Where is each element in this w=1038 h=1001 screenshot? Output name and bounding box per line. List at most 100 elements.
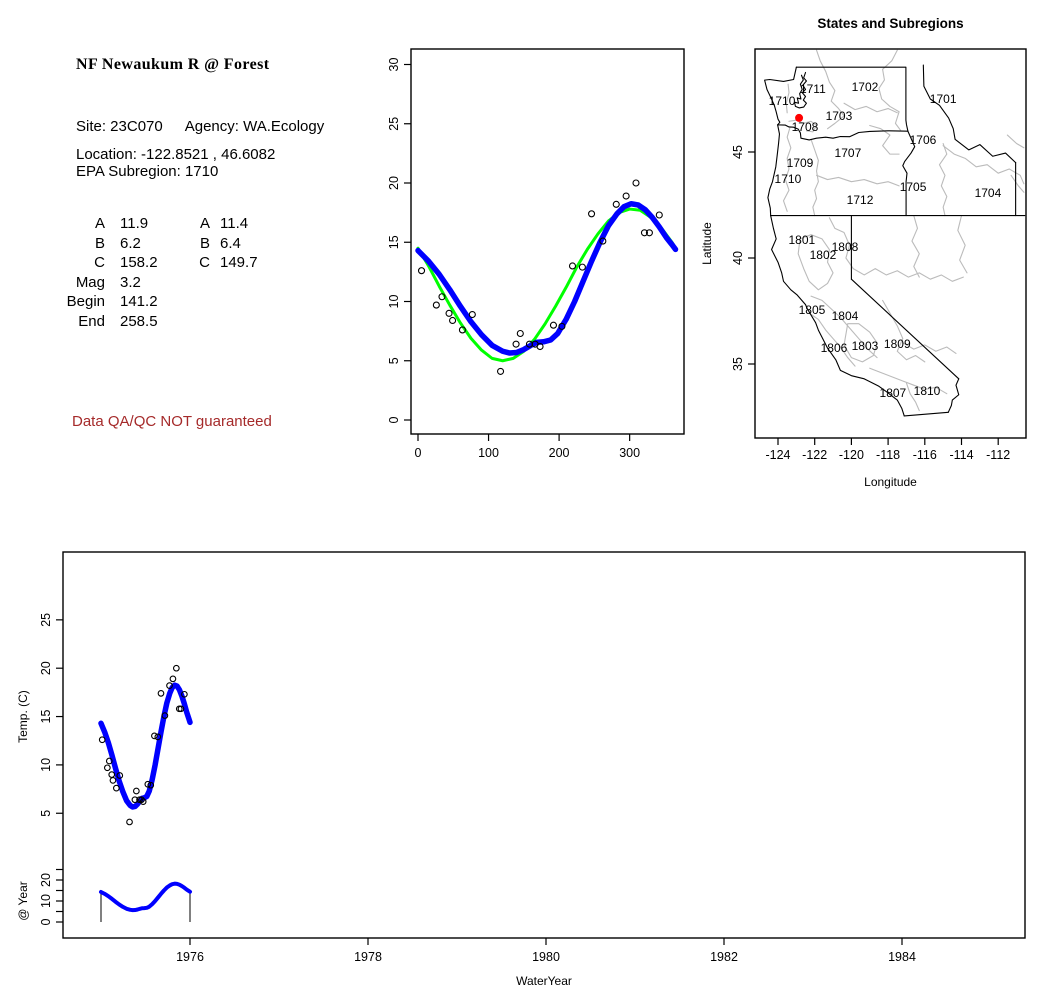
x-tick-label: 100 [478,446,499,460]
data-point [512,340,520,348]
data-point [166,682,173,689]
y-tick-label: 45 [731,145,745,159]
plot-box [410,48,685,435]
subregion-label: 1810 [914,384,941,398]
subregion-borders [810,138,819,217]
y-tick-label: 40 [731,251,745,265]
subregion-borders [815,49,845,130]
subregion-borders [782,127,792,212]
data-point [116,772,124,779]
subregion-borders [1006,134,1025,149]
subregion-label: 1809 [884,337,911,351]
y-tick-label: 5 [387,357,401,364]
param-value: 6.4 [220,234,241,252]
subregion-borders [869,367,948,395]
epa-subregion-line: EPA Subregion: 1710 [76,163,219,180]
param-value: 11.9 [120,215,149,232]
y-tick-label: 25 [387,117,401,131]
param-label: C [94,254,105,272]
data-point [417,267,426,275]
data-point [147,781,155,789]
y2-tick-label: 20 [39,873,53,887]
x-tick-label: 1980 [532,950,560,964]
subregion-label: 1801 [789,233,816,247]
subregion-label: 1709 [787,156,814,170]
y-tick-label: 0 [387,416,401,423]
fit-line-blue [98,682,193,810]
data-point [612,200,620,208]
fit-parameters-table: A 11.9 A 11.4 B 6.2 B 6.4 C 158.2 C 149.7 Mag 3.2 Begi… [55,214,305,332]
subregion-borders [797,234,834,291]
state-borders [947,378,960,413]
subregion-borders [843,323,878,363]
data-point [445,309,453,317]
fit-line-green [416,207,678,363]
data-point [549,321,558,329]
x-tick-label: 1982 [710,950,738,964]
data-point [438,293,446,301]
subregion-label: 1808 [832,240,859,254]
param-label: A [199,215,210,232]
seasonal-fit-plot: 0 100 200 300 0 5 10 15 20 25 30 [387,48,685,460]
qa-warning: Data QA/QC NOT guaranteed [72,413,272,430]
y-tick-label: 20 [39,661,53,675]
x-axis-label: Longitude [864,475,917,489]
data-point [113,784,120,792]
subregion-label: 1704 [975,186,1002,200]
data-point [578,263,586,271]
map-plot: -124 -122 -120 -118 -116 -114 -112 35 40 45 States… [700,16,1027,489]
param-label: B [94,234,105,252]
param-value: 158.2 [120,254,158,272]
data-point [98,736,106,744]
data-point [108,771,116,778]
state-borders [850,278,960,380]
param-label: B [199,234,210,252]
subregion-label: 1706 [910,133,937,147]
data-point [432,301,440,309]
subregion-borders [911,215,920,278]
param-label: A [94,215,105,232]
site-id: Site: 23C070 [76,118,163,135]
data-point [177,705,185,713]
x-tick-label: -120 [839,448,864,462]
y-tick-label: 5 [39,810,53,817]
data-point [516,329,524,338]
data-point [640,229,649,237]
subregion-borders [810,295,878,359]
subregion-label: 1701 [930,92,957,106]
data-point [161,712,169,719]
subregion-label: 1712 [847,193,874,207]
x-tick-label: -114 [949,448,973,462]
param-value: 149.7 [220,254,258,272]
x-tick-label: -118 [876,448,900,462]
y2-tick-label: 10 [39,894,53,908]
state-borders [922,64,1017,164]
x-tick-label: 300 [619,446,640,460]
plot-box [62,551,1026,939]
data-point [126,818,133,826]
location-line: Location: -122.8521 , 46.6082 [76,146,276,163]
data-point [536,342,544,351]
y-tick-label: 25 [39,613,53,627]
subregion-borders [869,124,900,155]
y-tick-label: 10 [387,295,401,309]
data-point [157,689,165,697]
timeseries-plot: 1976 1978 1980 1982 1984 5 10 15 20 25 0 10 20 WaterY… [16,551,1026,988]
data-point [181,690,188,698]
state-borders [793,71,807,109]
subregion-borders [1010,174,1025,193]
x-tick-label: -124 [765,448,790,462]
subregion-label: 1703 [826,109,853,123]
state-borders [767,124,781,217]
x-tick-label: -122 [802,448,827,462]
map-geometry [764,49,1026,417]
plot-box [754,48,1027,439]
agency: Agency: WA.Ecology [184,118,325,135]
data-point [151,732,158,740]
param-label: C [199,254,210,272]
y2-axis-label: @ Year [16,881,30,921]
state-borders [777,124,909,141]
data-point [154,733,162,741]
y-axis-label: Temp. (C) [16,690,30,743]
